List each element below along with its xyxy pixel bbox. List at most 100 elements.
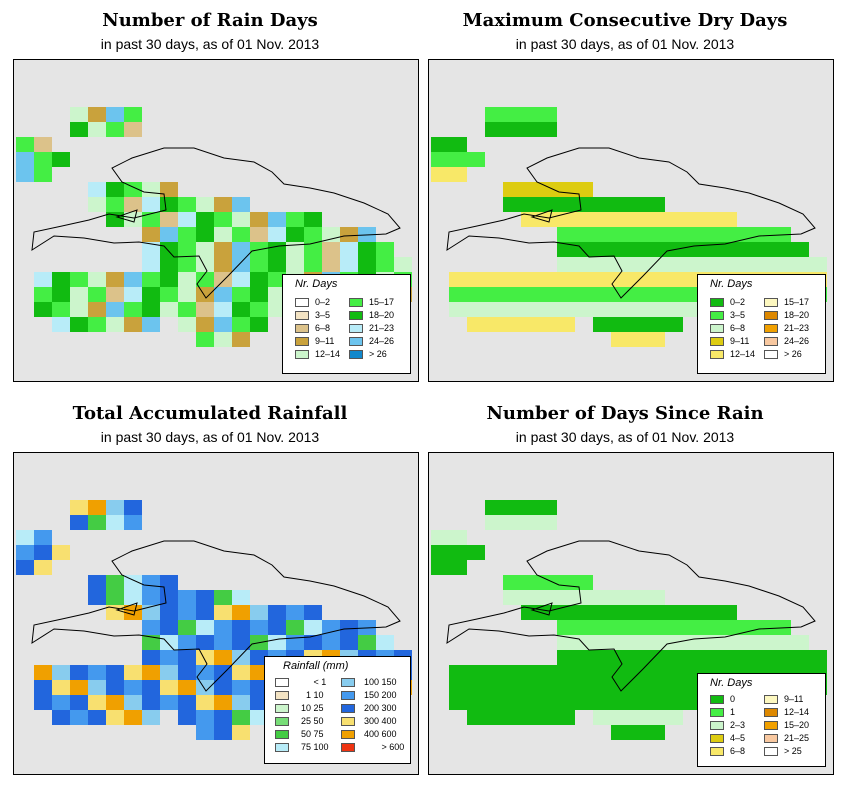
grid-cell (467, 152, 485, 167)
grid-cell (665, 620, 683, 635)
grid-cell (142, 287, 160, 302)
grid-cell (178, 227, 196, 242)
grid-cell (647, 665, 665, 680)
grid-cell (178, 197, 196, 212)
grid-cell (719, 242, 737, 257)
grid-cell (160, 242, 178, 257)
legend-swatch (764, 297, 778, 307)
grid-cell (376, 242, 394, 257)
grid-cell (539, 500, 557, 515)
grid-cell (124, 302, 142, 317)
grid-cell (647, 695, 665, 710)
grid-cell (178, 695, 196, 710)
legend-item: 150 200 (341, 690, 397, 700)
grid-cell (160, 182, 178, 197)
legend-swatch (764, 707, 778, 717)
grid-cell (232, 212, 250, 227)
grid-cell (304, 227, 322, 242)
grid-cell (773, 242, 791, 257)
grid-cell (575, 650, 593, 665)
grid-cell (124, 710, 142, 725)
grid-cell (503, 317, 521, 332)
grid-cell (88, 710, 106, 725)
grid-cell (611, 317, 629, 332)
grid-cell (250, 272, 268, 287)
grid-cell (665, 695, 683, 710)
legend-swatch (710, 297, 724, 307)
legend: Nr. Days 0–2 3–5 6–8 9–11 12–14 15–17 18… (282, 274, 411, 374)
grid-cell (106, 317, 124, 332)
grid-cell (647, 635, 665, 650)
grid-cell (647, 725, 665, 740)
grid-cell (250, 212, 268, 227)
grid-cell (521, 590, 539, 605)
legend-swatch (764, 310, 778, 320)
grid-cell (286, 227, 304, 242)
legend-swatch (349, 336, 363, 346)
grid-cell (593, 317, 611, 332)
grid-cell (250, 317, 268, 332)
grid-cell (557, 695, 575, 710)
grid-cell (557, 272, 575, 287)
grid-cell (503, 107, 521, 122)
grid-cell (178, 605, 196, 620)
grid-cell (485, 710, 503, 725)
grid-cell (611, 272, 629, 287)
grid-cell (88, 695, 106, 710)
grid-cell (557, 317, 575, 332)
grid-cell (575, 635, 593, 650)
panel-title: Total Accumulated Rainfall (72, 403, 348, 424)
legend-item: < 1 (275, 677, 326, 687)
panel-subtitle: in past 30 days, as of 01 Nov. 2013 (100, 429, 320, 445)
grid-cell (665, 227, 683, 242)
grid-cell (593, 665, 611, 680)
grid-cell (611, 620, 629, 635)
legend-from: 200 (363, 703, 379, 713)
grid-cell (232, 197, 250, 212)
grid-cell (683, 605, 701, 620)
grid-cell (737, 227, 755, 242)
grid-cell (214, 287, 232, 302)
grid-cell (322, 257, 340, 272)
grid-cell (503, 515, 521, 530)
grid-cell (629, 725, 647, 740)
grid-cell (719, 227, 737, 242)
grid-cell (286, 620, 304, 635)
legend-swatch (710, 336, 724, 346)
grid-cell (214, 197, 232, 212)
grid-cell (719, 605, 737, 620)
grid-cell (142, 182, 160, 197)
grid-cell (629, 710, 647, 725)
grid-cell (214, 635, 232, 650)
legend-to: 75 (313, 729, 324, 739)
grid-cell (70, 107, 88, 122)
grid-cell (485, 287, 503, 302)
legend-item: 300 400 (341, 716, 397, 726)
legend-swatch (295, 310, 309, 320)
grid-cell (611, 605, 629, 620)
grid-cell (539, 197, 557, 212)
legend-label: 15–17 (784, 297, 810, 307)
grid-cell (124, 107, 142, 122)
grid-cell (340, 242, 358, 257)
grid-cell (629, 227, 647, 242)
grid-cell (575, 227, 593, 242)
grid-cell (196, 332, 214, 347)
grid-cell (503, 500, 521, 515)
grid-cell (683, 287, 701, 302)
grid-cell (160, 212, 178, 227)
grid-map (431, 500, 827, 740)
island-outline (446, 540, 816, 692)
grid-cell (232, 287, 250, 302)
grid-cell (539, 272, 557, 287)
grid-cell (701, 257, 719, 272)
legend-swatch (349, 323, 363, 333)
grid-cell (593, 302, 611, 317)
grid-cell (539, 515, 557, 530)
grid-cell (34, 272, 52, 287)
grid-cell (539, 302, 557, 317)
legend-swatch (764, 720, 778, 730)
grid-cell (88, 590, 106, 605)
grid-cell (557, 650, 575, 665)
grid-cell (593, 605, 611, 620)
